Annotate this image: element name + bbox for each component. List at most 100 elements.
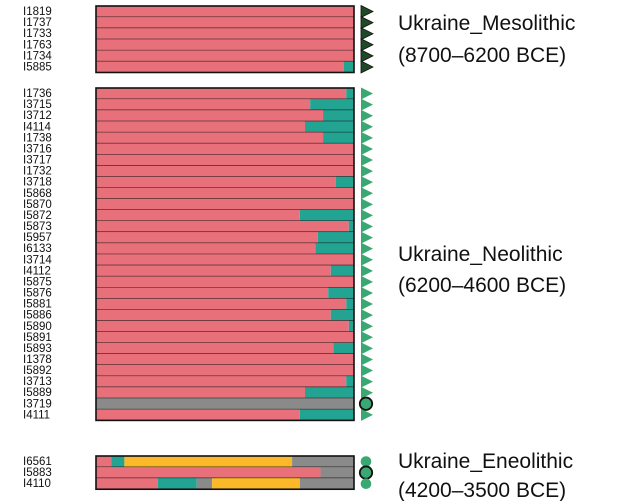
bar-segment — [96, 187, 354, 199]
sample-label: I3713 — [23, 376, 52, 388]
sample-label: I3718 — [23, 177, 52, 189]
sample-label: I3717 — [23, 155, 52, 167]
bar-segment — [304, 387, 354, 399]
bar-segment — [323, 110, 354, 122]
group-name: Ukraine_Neolithic — [398, 243, 563, 266]
bar-segment — [315, 243, 354, 255]
bar-segment — [96, 353, 354, 365]
triangle-marker — [361, 408, 373, 421]
bar-segment — [348, 320, 354, 332]
sample-label: I5893 — [23, 343, 52, 355]
bar-segment — [96, 254, 354, 266]
sample-label: I4111 — [23, 409, 50, 421]
triangle-marker — [361, 209, 373, 222]
triangle-marker — [360, 49, 374, 63]
triangle-marker — [360, 15, 374, 30]
bar-segment — [96, 28, 354, 40]
sample-label: I5881 — [23, 299, 52, 311]
bar-segment — [96, 154, 354, 166]
bar-segment — [96, 467, 321, 479]
sample-label: I3719 — [23, 398, 52, 410]
triangle-marker — [361, 131, 373, 144]
triangle-marker — [361, 242, 373, 255]
triangle-marker — [360, 38, 374, 52]
sample-label: I1734 — [23, 50, 52, 62]
bar-segment — [346, 376, 354, 388]
bar-segment — [96, 99, 311, 111]
sample-label: I5890 — [23, 321, 52, 333]
bar-segment — [343, 61, 354, 73]
bar-segment — [292, 456, 354, 468]
bar-segment — [196, 478, 213, 490]
group-date: (6200–4600 BCE) — [398, 274, 566, 297]
sample-label: I1737 — [23, 17, 52, 29]
triangle-marker — [361, 176, 373, 189]
bar-segment — [212, 478, 300, 490]
sample-label: I6133 — [23, 243, 52, 255]
circle-marker — [360, 478, 372, 490]
bar-segment — [333, 342, 354, 354]
bar-segment — [96, 387, 305, 399]
sample-label: I5892 — [23, 365, 52, 377]
bar-segment — [96, 17, 354, 29]
sample-label: I4112 — [23, 265, 51, 277]
bar-segment — [96, 265, 331, 277]
triangle-marker — [361, 165, 373, 178]
sample-label: I1738 — [23, 132, 52, 144]
bar-segment — [96, 39, 354, 51]
sample-label: I5957 — [23, 232, 52, 244]
circle-marker — [358, 465, 374, 480]
triangle-marker — [361, 264, 373, 277]
bar-segment — [96, 121, 305, 133]
sample-label: I1378 — [23, 354, 52, 366]
sample-label: I5873 — [23, 221, 52, 233]
triangle-marker — [361, 286, 373, 299]
triangle-marker — [361, 375, 373, 388]
bar-segment — [96, 110, 324, 122]
bar-segment — [323, 132, 354, 144]
triangle-marker — [361, 220, 373, 233]
sample-label: I5891 — [23, 332, 52, 344]
bar-segment — [328, 287, 354, 299]
bar-segment — [96, 342, 334, 354]
sample-label: I1819 — [23, 6, 52, 18]
bar-segment — [299, 209, 354, 221]
triangle-marker — [361, 309, 373, 322]
bar-segment — [96, 320, 349, 332]
sample-label: I5868 — [23, 188, 52, 200]
triangle-marker — [361, 120, 373, 133]
bar-segment — [96, 88, 347, 100]
triangle-marker — [361, 98, 373, 111]
group-name: Ukraine_Eneolithic — [398, 450, 573, 473]
triangle-marker — [361, 298, 373, 311]
bar-segment — [157, 478, 197, 490]
triangle-marker — [361, 187, 373, 200]
triangle-marker — [361, 275, 373, 288]
sample-label: I5889 — [23, 387, 52, 399]
group-date: (8700–6200 BCE) — [398, 44, 566, 67]
triangle-marker — [361, 87, 373, 100]
bar-segment — [348, 220, 354, 233]
bar-segment — [310, 99, 354, 111]
sample-label: I4114 — [23, 121, 52, 133]
triangle-marker — [361, 109, 373, 122]
sample-label: I3714 — [23, 254, 52, 266]
triangle-marker — [360, 27, 374, 41]
bar-segment — [96, 232, 318, 244]
sample-label: I4110 — [23, 478, 51, 490]
bar-segment — [330, 309, 354, 321]
sample-label: I5870 — [23, 199, 52, 211]
triangle-marker — [361, 342, 373, 355]
triangle-marker — [361, 198, 373, 211]
bar-segment — [96, 165, 354, 177]
bar-segment — [96, 298, 347, 310]
bar-segment — [96, 331, 354, 343]
bar-segment — [96, 276, 354, 288]
bar-segment — [299, 478, 354, 490]
bar-segment — [96, 398, 354, 410]
group-name: Ukraine_Mesolithic — [398, 12, 575, 35]
sample-label: I3712 — [23, 110, 52, 122]
bar-segment — [96, 50, 354, 62]
sample-label: I5875 — [23, 276, 52, 288]
